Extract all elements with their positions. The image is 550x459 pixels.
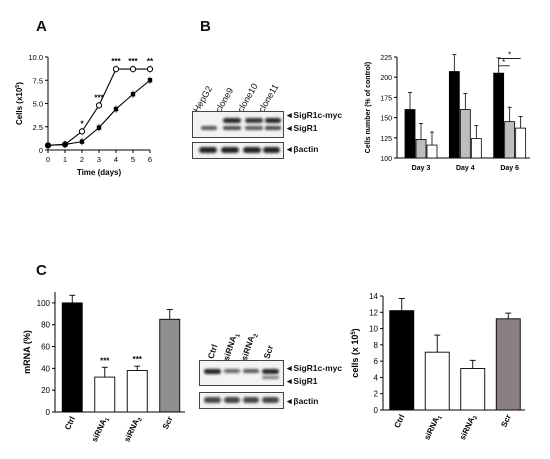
y-axis-label: Cells (x105) xyxy=(15,82,24,125)
y-tick-label: 7.5 xyxy=(33,76,43,85)
blot-b-arrow-label: ◄SigR1c-myc xyxy=(285,110,343,120)
blot-c-arrow-label: ◄SigR1 xyxy=(285,376,318,386)
blot-c-actin-membrane xyxy=(199,392,284,409)
y-tick-label: 150 xyxy=(380,116,392,123)
blot-c-arrow-label: ◄βactin xyxy=(285,396,319,406)
bar xyxy=(495,318,521,411)
significance-mark: ** xyxy=(147,57,154,66)
x-tick-label: 1 xyxy=(63,155,67,164)
data-point xyxy=(79,139,85,144)
data-point xyxy=(112,65,120,73)
y-tick-label: 80 xyxy=(41,321,50,330)
x-tick-label: 3 xyxy=(97,155,101,164)
significance-mark: *** xyxy=(133,355,143,364)
blot-b-actin-membrane xyxy=(192,142,284,159)
blot-b-arrow-label: ◄βactin xyxy=(285,144,319,154)
x-axis-label: Time (days) xyxy=(77,168,122,177)
y-tick-label: 20 xyxy=(41,386,50,395)
data-point xyxy=(129,65,137,73)
data-point xyxy=(78,128,86,135)
y-tick-label: 225 xyxy=(380,55,392,62)
y-tick-label: 100 xyxy=(37,299,51,308)
y-tick-label: 2 xyxy=(374,390,379,399)
y-tick-label: 14 xyxy=(369,292,378,301)
y-tick-label: 10.0 xyxy=(28,53,43,62)
panel-label-b: B xyxy=(200,18,211,35)
panel-label-a: A xyxy=(36,18,47,35)
y-tick-label: 175 xyxy=(380,95,392,102)
y-tick-label: 10 xyxy=(369,325,378,334)
y-tick-label: 8 xyxy=(374,341,379,350)
bar xyxy=(389,310,415,411)
x-tick-label: siRNA2 xyxy=(458,413,479,442)
data-point xyxy=(62,142,68,147)
y-axis-label: Cells number (% of control) xyxy=(365,62,372,153)
y-tick-label: 100 xyxy=(380,156,392,163)
y-tick-label: 2.5 xyxy=(33,123,43,132)
data-point xyxy=(113,106,119,112)
y-tick-label: 4 xyxy=(374,373,379,382)
x-tick-label: 5 xyxy=(131,155,135,164)
blot-c-arrow-label: ◄SigR1c-myc xyxy=(285,363,343,373)
x-tick-label: Ctrl xyxy=(393,413,407,429)
x-tick-label: 0 xyxy=(46,155,50,164)
data-point xyxy=(147,78,153,83)
y-tick-label: 0 xyxy=(39,146,43,155)
y-tick-label: 40 xyxy=(41,364,50,373)
x-tick-label: Day 4 xyxy=(456,165,475,172)
significance-mark: *** xyxy=(94,93,104,102)
y-tick-label: 60 xyxy=(41,343,50,352)
y-tick-label: 125 xyxy=(380,136,392,143)
x-tick-label: Day 3 xyxy=(412,165,431,172)
data-point xyxy=(45,143,51,148)
y-tick-label: 200 xyxy=(380,75,392,82)
x-tick-label: siRNA1 xyxy=(422,413,443,442)
data-point xyxy=(96,125,102,130)
data-point xyxy=(146,65,154,73)
significance-mark: * xyxy=(502,58,505,67)
bar xyxy=(460,368,486,411)
data-point xyxy=(95,102,103,109)
x-tick-label: 2 xyxy=(80,155,84,164)
panel-label-c: C xyxy=(36,262,47,279)
blot-c-sigr1-membrane xyxy=(199,360,284,386)
significance-mark: *** xyxy=(111,57,121,66)
y-tick-label: 6 xyxy=(374,357,379,366)
blot-b-arrow-label: ◄SigR1 xyxy=(285,123,318,133)
bar xyxy=(424,351,450,411)
blot-b-sigr1-membrane xyxy=(192,111,284,138)
x-tick-label: Scr xyxy=(499,413,513,429)
significance-mark: * xyxy=(80,119,84,128)
y-axis-label: mRNA (%) xyxy=(22,330,32,374)
data-point xyxy=(130,92,136,97)
x-tick-label: Day 6 xyxy=(500,165,519,172)
significance-mark: *** xyxy=(100,356,110,365)
y-tick-label: 0 xyxy=(46,408,51,417)
y-axis-label: cells (x 105) xyxy=(350,328,360,377)
significance-mark: *** xyxy=(128,57,138,66)
significance-mark: * xyxy=(508,51,511,60)
x-tick-label: 6 xyxy=(148,155,152,164)
y-tick-label: 12 xyxy=(369,308,378,317)
y-tick-label: 0 xyxy=(374,406,379,415)
x-tick-label: 4 xyxy=(114,155,118,164)
y-tick-label: 5.0 xyxy=(33,100,43,109)
